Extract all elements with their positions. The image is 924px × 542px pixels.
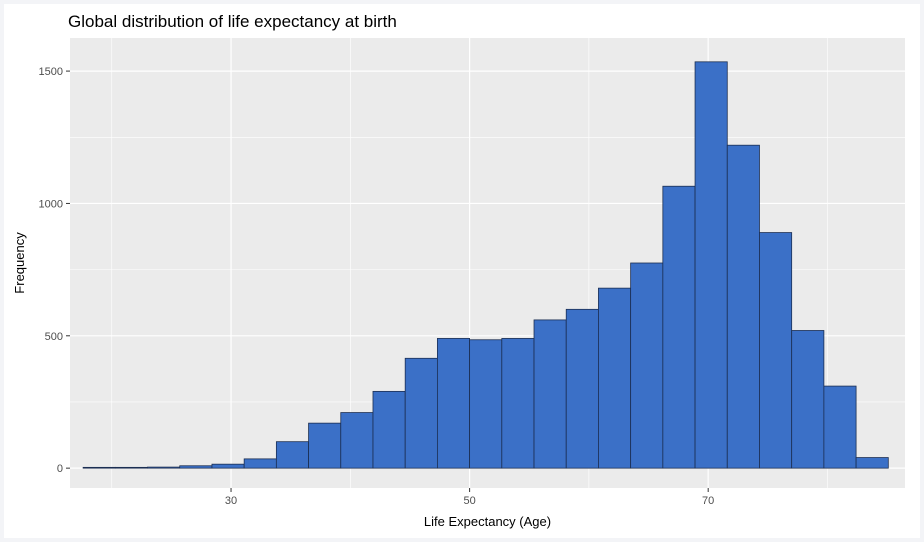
histogram-bar	[340, 412, 374, 469]
histogram-bars	[82, 61, 889, 469]
chart-title: Global distribution of life expectancy a…	[68, 12, 397, 31]
histogram-bar	[147, 466, 181, 469]
histogram-bar	[533, 319, 567, 469]
histogram-bar	[114, 466, 148, 469]
x-tick-label: 50	[463, 495, 475, 507]
histogram-bar	[308, 422, 342, 469]
histogram-bar	[759, 232, 793, 469]
histogram-bar	[275, 441, 309, 469]
histogram-bar	[565, 308, 599, 469]
histogram-bar	[823, 385, 857, 469]
y-tick-label: 1500	[39, 66, 63, 78]
histogram-bar	[662, 185, 696, 469]
y-tick-label: 500	[45, 331, 63, 343]
y-axis: 0 500 1000 1500	[39, 66, 70, 475]
y-tick-label: 1000	[39, 198, 63, 210]
histogram-bar	[694, 61, 728, 469]
histogram-bar	[598, 287, 632, 469]
x-tick-label: 70	[702, 495, 714, 507]
y-axis-title: Frequency	[12, 232, 27, 294]
histogram-bar	[791, 330, 825, 469]
histogram-bar	[436, 338, 471, 469]
histogram-bar	[179, 465, 213, 469]
histogram-bar	[855, 457, 889, 469]
histogram-bar	[726, 144, 760, 469]
histogram-bar	[372, 390, 406, 469]
x-axis: 30 50 70	[225, 488, 714, 507]
y-tick-label: 0	[57, 463, 63, 475]
histogram-bar	[469, 339, 503, 469]
histogram-bar	[501, 338, 535, 469]
x-axis-title: Life Expectancy (Age)	[424, 514, 551, 529]
histogram-bar	[404, 357, 438, 469]
histogram-bar	[211, 463, 245, 469]
histogram-bar	[82, 466, 116, 469]
histogram-bar	[243, 458, 277, 469]
x-tick-label: 30	[225, 495, 237, 507]
histogram-bar	[630, 262, 664, 469]
